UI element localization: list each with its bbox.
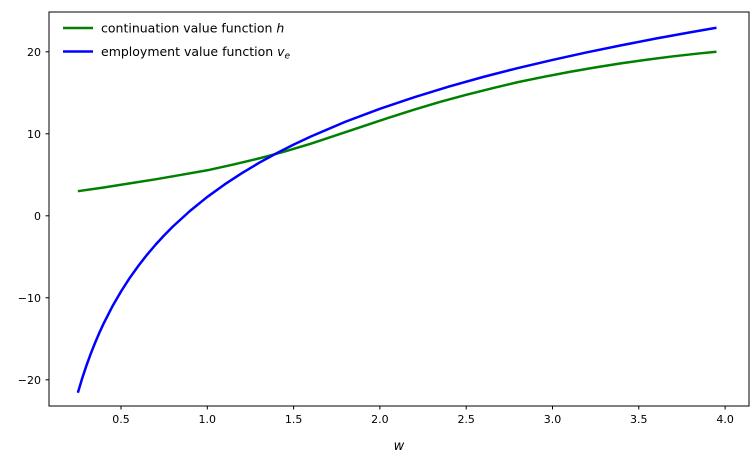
x-tick-label: 2.0 [371,413,389,426]
plot-background [49,12,749,406]
y-tick-label: −20 [18,374,41,387]
y-tick-label: −10 [18,292,41,305]
curve-employment-value-function-ve [76,26,717,394]
x-tick-label: 1.0 [199,413,217,426]
x-axis-label: w [394,439,405,454]
x-tick-label: 4.0 [716,413,734,426]
legend-label: employment value function ve [101,44,291,62]
y-tick-label: 20 [27,46,41,59]
plot-border [48,11,750,407]
x-tick-label: 1.5 [285,413,303,426]
y-tick-label: 10 [27,128,41,141]
x-tick-label: 3.5 [630,413,648,426]
x-tick-label: 0.5 [112,413,130,426]
x-tick-label: 2.5 [457,413,475,426]
y-tick-label: 0 [34,210,41,223]
curve-continuation-value-function-h [77,50,717,193]
legend-label: continuation value function h [101,21,284,36]
x-tick-label: 3.0 [544,413,562,426]
